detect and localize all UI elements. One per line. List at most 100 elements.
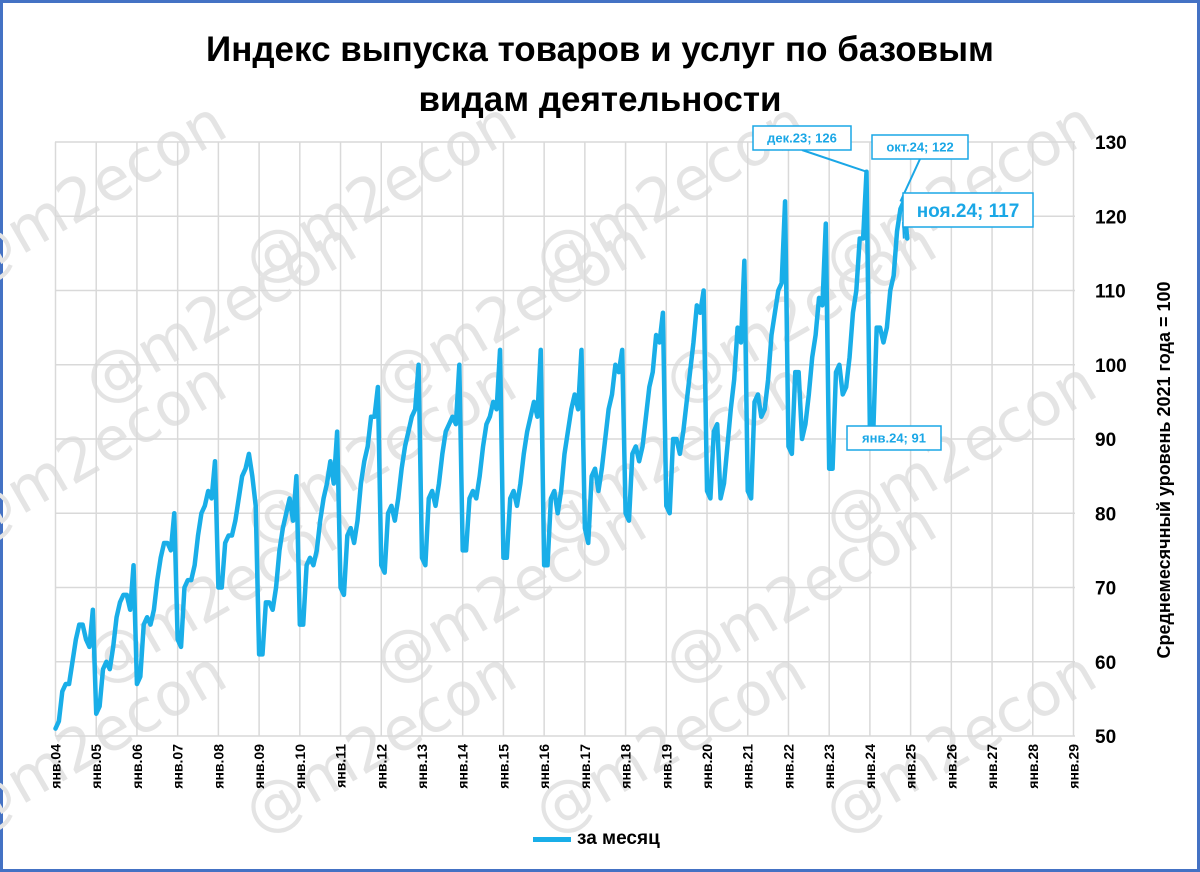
data-point (886, 327, 888, 329)
data-point (458, 364, 460, 366)
data-point (380, 564, 382, 566)
data-point (360, 482, 362, 485)
data-point (343, 594, 345, 596)
data-point (519, 482, 521, 485)
data-point (438, 482, 440, 485)
y-tick-label: 50 (1095, 727, 1116, 748)
data-callout: окт.24; 122 (871, 134, 969, 202)
data-point (326, 482, 328, 485)
data-point (448, 423, 450, 425)
data-point (278, 549, 281, 551)
data-point (876, 327, 878, 329)
data-point (893, 275, 895, 277)
data-point (794, 371, 796, 373)
data-point (132, 564, 135, 566)
data-point (248, 453, 250, 455)
data-point (122, 594, 124, 596)
data-point (54, 727, 57, 730)
data-point (428, 497, 430, 499)
data-point (862, 237, 864, 240)
y-tick-label: 90 (1095, 430, 1116, 451)
data-point (475, 497, 477, 499)
data-point (553, 490, 555, 492)
data-point (662, 312, 664, 314)
data-point (102, 668, 104, 670)
data-point (675, 438, 678, 440)
data-point (71, 661, 74, 663)
data-point (506, 557, 508, 559)
data-point (723, 482, 725, 485)
data-point (879, 327, 881, 329)
data-point (801, 438, 803, 440)
data-point (679, 453, 681, 455)
data-point (621, 349, 623, 351)
data-point (703, 289, 705, 292)
data-point (597, 490, 600, 492)
data-point (485, 423, 488, 425)
data-point (160, 557, 162, 559)
data-point (468, 497, 471, 499)
data-point (798, 371, 800, 373)
data-point (272, 609, 274, 611)
data-point (842, 393, 844, 396)
chart-title: Индекс выпуска товаров и услуг по базовы… (3, 25, 1197, 125)
data-point (241, 475, 243, 477)
data-point (394, 520, 396, 522)
data-point (587, 542, 589, 544)
callout-label: янв.24; 91 (862, 431, 926, 446)
data-point (261, 653, 264, 655)
data-point (177, 638, 179, 641)
data-point (170, 549, 172, 551)
x-tick-label: янв.22 (780, 744, 796, 789)
data-point (231, 534, 233, 537)
data-point (601, 468, 603, 470)
y-tick-label: 130 (1095, 133, 1127, 154)
data-point (204, 505, 206, 507)
data-point (648, 386, 650, 388)
data-point (472, 490, 474, 492)
chart-title-line-2: видам деятельности (418, 80, 782, 119)
data-point (295, 475, 298, 477)
data-point (591, 475, 593, 477)
data-point (207, 490, 209, 492)
data-point (370, 416, 372, 418)
data-point (489, 416, 491, 418)
data-point (377, 386, 379, 388)
data-point (838, 364, 840, 366)
x-tick-label: янв.15 (495, 744, 511, 789)
data-point (61, 690, 63, 693)
data-point (682, 430, 684, 433)
data-point (641, 445, 644, 448)
data-point (292, 520, 294, 522)
data-point (451, 416, 454, 418)
data-point (180, 646, 182, 648)
data-point (251, 475, 253, 477)
data-point (550, 497, 552, 499)
data-point (658, 341, 661, 344)
data-point (516, 505, 518, 507)
data-point (194, 564, 196, 566)
data-point (200, 512, 203, 514)
x-tick-label: янв.14 (455, 744, 471, 789)
data-point (299, 624, 301, 626)
data-point (75, 638, 77, 641)
data-point (265, 601, 267, 603)
data-point (689, 371, 691, 373)
callout-label: дек.23; 126 (767, 131, 837, 146)
data-point (85, 638, 87, 641)
data-point (499, 349, 501, 351)
data-point (760, 416, 762, 418)
data-point (825, 223, 827, 225)
data-point (672, 438, 674, 440)
data-point (465, 549, 467, 551)
series-line (53, 169, 910, 731)
data-point (852, 312, 854, 314)
data-point (417, 364, 420, 366)
data-point (363, 460, 365, 462)
series-layer (53, 169, 910, 731)
data-point (821, 304, 823, 306)
data-point (424, 564, 426, 566)
data-point (733, 379, 735, 381)
data-point (614, 364, 617, 366)
